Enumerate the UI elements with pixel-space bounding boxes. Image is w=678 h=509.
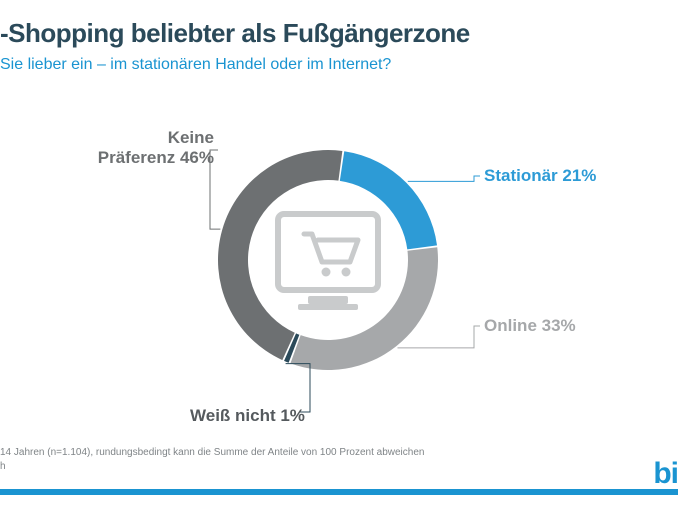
- page-title: -Shopping beliebter als Fußgängerzone: [0, 18, 470, 49]
- page-subtitle: Sie lieber ein – im stationären Handel o…: [0, 56, 391, 74]
- brand-logo: bi: [653, 457, 678, 491]
- footnote-line2: h: [0, 461, 6, 472]
- label-dont-know: Weiß nicht 1%: [190, 406, 305, 426]
- footnote-line1: 14 Jahren (n=1.104), rundungsbedingt kan…: [0, 447, 424, 458]
- bottom-rule: [0, 489, 678, 495]
- label-no-preference: Keine Präferenz 46%: [74, 128, 214, 169]
- label-online: Online 33%: [484, 316, 576, 336]
- footnote: 14 Jahren (n=1.104), rundungsbedingt kan…: [0, 446, 424, 473]
- donut-chart: Keine Präferenz 46% Stationär 21% Online…: [0, 110, 678, 440]
- label-stationary: Stationär 21%: [484, 166, 596, 186]
